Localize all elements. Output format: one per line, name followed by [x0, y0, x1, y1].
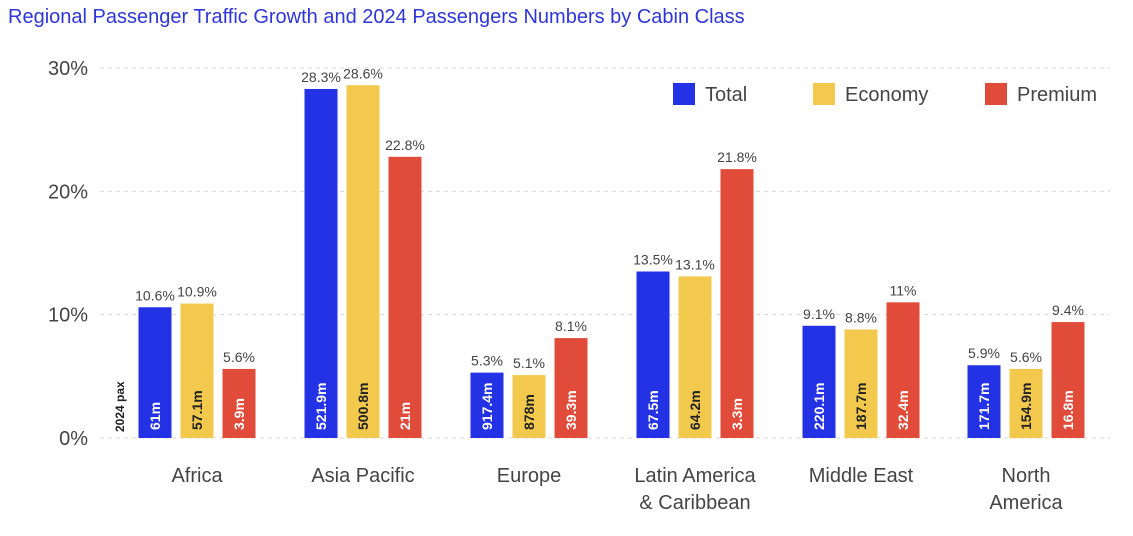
- y-tick-label: 0%: [59, 428, 88, 450]
- value-label: 8.8%: [845, 309, 877, 325]
- value-label: 21.8%: [717, 149, 757, 165]
- bar: [554, 338, 588, 438]
- value-label: 5.1%: [513, 355, 545, 371]
- y-tick-label: 30%: [48, 58, 88, 80]
- grid-lines: [100, 67, 1110, 439]
- value-label: 5.6%: [223, 349, 255, 365]
- category-label: Europe: [497, 465, 562, 487]
- bar: [967, 365, 1001, 438]
- pax-label: 3.3m: [729, 398, 745, 430]
- pax-label: 917.4m: [479, 383, 495, 430]
- pax-label: 32.4m: [895, 390, 911, 430]
- pax-label: 67.5m: [645, 390, 661, 430]
- value-label: 11%: [890, 282, 917, 298]
- bar: [180, 303, 214, 438]
- value-label: 5.6%: [1010, 349, 1042, 365]
- pax-label: 21m: [397, 402, 413, 430]
- bar: [304, 88, 338, 438]
- x-axis: Africa Asia Pacific Europe Latin America & C…: [171, 465, 1063, 514]
- value-label: 10.6%: [135, 287, 175, 303]
- pax-label: 521.9m: [313, 383, 329, 430]
- category-label: Asia Pacific: [311, 465, 414, 487]
- bar: [886, 302, 920, 438]
- value-label: 10.9%: [177, 284, 217, 300]
- category-label: America: [989, 492, 1063, 514]
- value-label: 22.8%: [385, 137, 425, 153]
- legend-swatch: [673, 83, 695, 105]
- legend-swatch: [813, 83, 835, 105]
- value-label: 28.6%: [343, 65, 383, 81]
- legend-label: Economy: [845, 84, 928, 106]
- pax-label: 3.9m: [231, 398, 247, 430]
- pax-label: 39.3m: [563, 390, 579, 430]
- bar: [678, 276, 712, 438]
- bar: [470, 372, 504, 438]
- bar: [844, 329, 878, 438]
- value-label: 28.3%: [301, 69, 341, 85]
- pax-label: 220.1m: [811, 383, 827, 430]
- value-label: 5.9%: [968, 345, 1000, 361]
- bar: [512, 375, 546, 438]
- pax-label: 171.7m: [976, 383, 992, 430]
- bar: [720, 169, 754, 438]
- pax-label: 16.8m: [1060, 390, 1076, 430]
- pax-label: 878m: [521, 394, 537, 430]
- value-label: 9.4%: [1052, 302, 1084, 318]
- side-label: 2024 pax: [113, 381, 127, 432]
- bar: [138, 307, 172, 438]
- value-label: 8.1%: [555, 318, 587, 334]
- category-label: Latin America: [634, 465, 756, 487]
- bar: [346, 85, 380, 439]
- category-label: North: [1002, 465, 1051, 487]
- pax-label: 187.7m: [853, 383, 869, 430]
- category-label: Africa: [171, 465, 223, 487]
- bar: [222, 368, 256, 438]
- value-label: 13.1%: [675, 256, 715, 272]
- bar: [636, 271, 670, 438]
- legend: Total Economy Premium: [673, 83, 1097, 106]
- pax-label: 57.1m: [189, 390, 205, 430]
- category-label: Middle East: [809, 465, 914, 487]
- y-tick-label: 10%: [48, 305, 88, 327]
- bar: [1051, 322, 1085, 438]
- legend-label: Total: [705, 84, 747, 106]
- value-label: 13.5%: [633, 252, 673, 268]
- value-label: 5.3%: [471, 353, 503, 369]
- bar: [1009, 368, 1043, 438]
- bar: [388, 156, 422, 439]
- legend-swatch: [985, 83, 1007, 105]
- pax-label: 154.9m: [1018, 383, 1034, 430]
- pax-label: 500.8m: [355, 383, 371, 430]
- pax-label: 61m: [147, 402, 163, 430]
- chart-title: Regional Passenger Traffic Growth and 20…: [8, 6, 745, 28]
- bar: [802, 325, 836, 438]
- y-axis: 0% 10% 20% 30% 2024 pax: [48, 58, 127, 450]
- value-label: 9.1%: [803, 306, 835, 322]
- pax-label: 64.2m: [687, 390, 703, 430]
- legend-label: Premium: [1017, 84, 1097, 106]
- category-label: & Caribbean: [639, 492, 750, 514]
- bars: 10.6% 61m 10.9% 57.1m 5.6% 3.9m 28.3% 521.9m 28.…: [135, 65, 1085, 439]
- y-tick-label: 20%: [48, 181, 88, 203]
